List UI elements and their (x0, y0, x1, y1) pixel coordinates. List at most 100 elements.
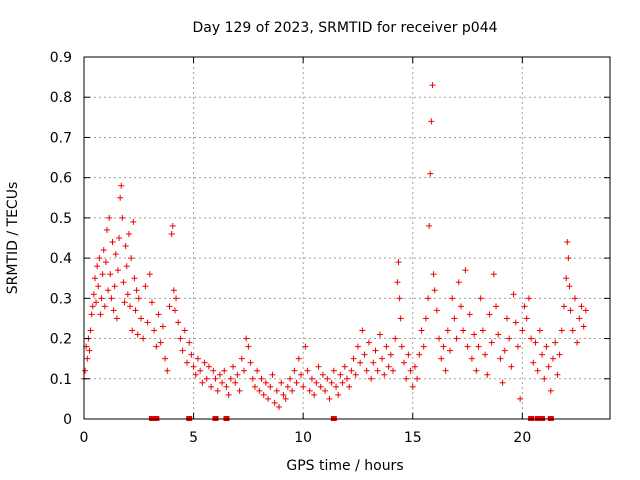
data-point (97, 311, 104, 318)
data-point (155, 311, 162, 318)
data-point (201, 359, 208, 366)
data-point (254, 367, 261, 374)
y-tick-label: 0.4 (50, 251, 72, 267)
data-point (398, 343, 405, 350)
data-point (427, 170, 434, 177)
y-tick-label: 0.3 (50, 291, 72, 307)
data-point (265, 395, 272, 402)
data-point (205, 363, 212, 370)
data-point (194, 355, 201, 362)
chart-title: Day 129 of 2023, SRMTID for receiver p04… (192, 20, 497, 36)
data-point (190, 363, 197, 370)
data-point (405, 351, 412, 358)
data-point (110, 307, 117, 314)
data-point (210, 367, 217, 374)
x-tick-label: 5 (189, 430, 198, 446)
data-point (84, 355, 91, 362)
y-axis-label: SRMTID / TECUs (5, 182, 21, 295)
data-point (506, 335, 513, 342)
data-point (532, 339, 539, 346)
data-point (552, 339, 559, 346)
data-point (344, 375, 350, 382)
data-point (319, 371, 326, 378)
x-tick-label: 15 (404, 430, 422, 446)
y-tick-label: 0.8 (50, 90, 72, 106)
data-point (488, 339, 495, 346)
data-point (440, 343, 447, 350)
data-point (94, 263, 101, 270)
y-tick-label: 0.2 (50, 332, 72, 348)
data-point (580, 323, 587, 330)
data-point (363, 367, 370, 374)
data-point (493, 303, 500, 310)
data-point (414, 375, 421, 382)
data-point (359, 327, 366, 334)
data-point (354, 343, 361, 350)
data-point (370, 359, 377, 366)
data-point (227, 375, 234, 382)
data-point (269, 371, 276, 378)
data-point (188, 351, 195, 358)
data-point (271, 399, 278, 406)
data-point (564, 239, 571, 246)
data-point (175, 319, 182, 326)
data-point (122, 243, 129, 250)
data-point (385, 363, 392, 370)
data-point (341, 363, 348, 370)
data-point (339, 379, 346, 386)
data-point (302, 343, 309, 350)
data-point (93, 299, 100, 306)
data-point (357, 359, 364, 366)
data-point (539, 351, 546, 358)
x-tick-label: 10 (294, 430, 312, 446)
data-point (289, 387, 296, 394)
data-point (135, 295, 142, 302)
data-point (98, 295, 105, 302)
data-point (162, 355, 169, 362)
data-point (304, 367, 311, 374)
data-point (565, 255, 572, 262)
y-axis-ticks: 0 0.1 0.2 0.3 0.4 0.5 0.6 0.7 0.8 0.9 (50, 50, 610, 428)
data-point (311, 391, 318, 398)
data-point (567, 307, 574, 314)
data-point (514, 343, 521, 350)
data-point (171, 307, 178, 314)
data-point (114, 267, 121, 274)
data-point (379, 355, 386, 362)
data-point (569, 327, 576, 334)
data-point (484, 371, 491, 378)
data-point (436, 335, 443, 342)
data-point (545, 363, 552, 370)
data-point (390, 367, 397, 374)
data-point (495, 331, 502, 338)
data-point (197, 367, 204, 374)
y-tick-label: 0 (63, 412, 72, 428)
data-point (88, 311, 95, 318)
data-point (468, 355, 475, 362)
x-tick-label: 0 (80, 430, 89, 446)
data-point (291, 367, 298, 374)
grid-lines (84, 57, 610, 419)
data-point (426, 222, 433, 229)
data-point (184, 359, 191, 366)
data-point (128, 255, 135, 262)
data-point (102, 259, 109, 266)
data-point (276, 403, 283, 410)
y-tick-label: 0.9 (50, 50, 72, 66)
data-point (466, 311, 473, 318)
data-point (177, 335, 184, 342)
x-tick-label: 20 (513, 430, 531, 446)
data-point (361, 351, 368, 358)
data-point (333, 383, 340, 390)
data-point (121, 299, 128, 306)
data-point (543, 343, 550, 350)
data-point (337, 371, 344, 378)
data-point (280, 391, 287, 398)
data-point (113, 315, 120, 322)
data-point (127, 303, 134, 310)
data-point (431, 287, 438, 294)
data-point (87, 327, 94, 334)
data-point (107, 271, 114, 278)
data-point (433, 307, 440, 314)
